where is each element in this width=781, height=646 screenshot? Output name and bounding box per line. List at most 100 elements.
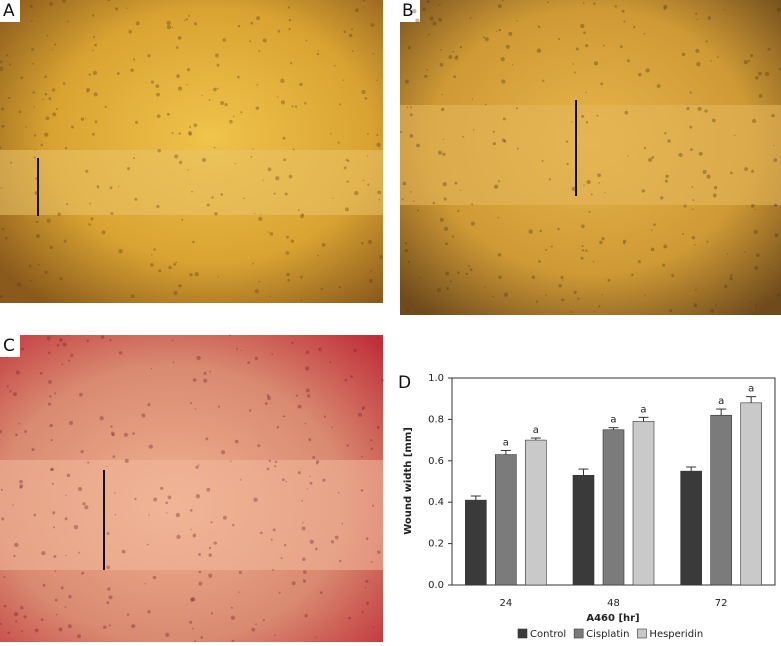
cell xyxy=(221,450,226,455)
cell xyxy=(284,192,288,196)
cell xyxy=(641,189,645,193)
cell xyxy=(404,79,409,84)
cell xyxy=(31,48,34,51)
cell xyxy=(440,48,442,51)
cell xyxy=(214,212,218,216)
cell xyxy=(598,181,601,184)
cell xyxy=(707,16,712,20)
cell xyxy=(234,163,236,165)
cell xyxy=(213,541,217,545)
cell xyxy=(67,335,70,337)
cell xyxy=(571,121,573,123)
cell xyxy=(267,231,270,233)
cell xyxy=(240,349,242,352)
cell xyxy=(194,533,196,535)
cell xyxy=(86,339,89,343)
cell xyxy=(186,68,191,72)
cell xyxy=(301,213,304,216)
cell xyxy=(713,185,718,190)
cell xyxy=(106,601,110,605)
cell xyxy=(206,487,211,492)
cell xyxy=(12,504,14,506)
cell xyxy=(291,341,294,345)
cell xyxy=(135,21,140,26)
cell xyxy=(65,554,67,557)
cell xyxy=(153,248,156,251)
cell xyxy=(44,75,47,79)
cell xyxy=(150,80,154,84)
cell xyxy=(681,52,686,57)
cell xyxy=(40,143,44,147)
cell xyxy=(575,47,579,51)
cell xyxy=(358,412,363,417)
cell xyxy=(32,62,34,65)
cell xyxy=(360,455,363,458)
cell xyxy=(663,7,667,10)
cell xyxy=(66,473,71,478)
cell xyxy=(53,43,57,46)
cell xyxy=(422,7,426,11)
cell xyxy=(432,201,436,205)
cell xyxy=(454,181,458,185)
cell xyxy=(109,339,112,342)
cell xyxy=(20,76,24,80)
cell xyxy=(51,49,53,51)
cell xyxy=(165,501,169,505)
cell xyxy=(20,630,23,633)
cell xyxy=(88,223,91,226)
cell xyxy=(52,88,56,92)
cell xyxy=(41,551,46,556)
cell xyxy=(18,110,22,114)
cell xyxy=(765,72,770,77)
cell xyxy=(156,204,160,208)
cell xyxy=(55,613,58,616)
cell xyxy=(222,515,227,520)
cell xyxy=(0,66,4,72)
cell xyxy=(171,339,174,342)
cell xyxy=(13,611,19,617)
cell xyxy=(1,124,5,128)
cell xyxy=(185,18,189,21)
cell xyxy=(348,616,352,620)
cell xyxy=(288,27,291,31)
cell xyxy=(0,146,2,149)
cell xyxy=(269,296,271,298)
cell xyxy=(151,254,153,256)
cell xyxy=(330,132,332,135)
cell xyxy=(19,484,24,488)
cell xyxy=(536,48,542,53)
cell xyxy=(471,203,474,206)
cell xyxy=(176,74,180,79)
cell xyxy=(211,196,214,199)
cell xyxy=(402,181,407,186)
cell xyxy=(171,26,174,29)
cell xyxy=(248,409,252,412)
cell xyxy=(693,303,697,307)
cell xyxy=(439,62,444,67)
cell xyxy=(744,167,749,172)
cell xyxy=(208,546,212,550)
cell xyxy=(426,0,430,4)
cell xyxy=(332,197,334,199)
cell xyxy=(627,155,629,157)
cell xyxy=(187,131,192,135)
cell xyxy=(160,486,164,490)
cell xyxy=(619,45,623,49)
cell xyxy=(220,193,224,196)
cell xyxy=(572,63,574,65)
cell xyxy=(557,227,560,231)
cell xyxy=(33,513,37,517)
cell xyxy=(695,48,700,54)
cell xyxy=(193,123,198,128)
cell xyxy=(65,494,67,496)
cell xyxy=(107,587,111,591)
panel-label: A xyxy=(3,1,15,21)
cell xyxy=(457,271,460,274)
cell xyxy=(667,139,671,143)
cell xyxy=(50,438,53,442)
cell xyxy=(570,311,573,313)
cell xyxy=(274,465,277,468)
cell xyxy=(253,497,258,502)
cell xyxy=(665,174,669,179)
